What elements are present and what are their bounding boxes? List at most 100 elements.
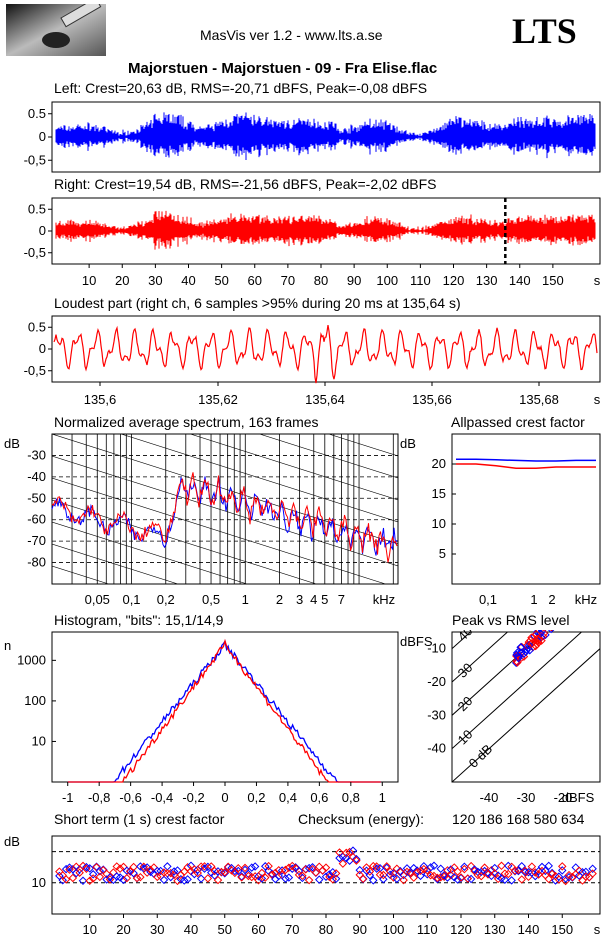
crest-point: [504, 861, 513, 871]
crest-point: [163, 862, 172, 871]
crest-point: [581, 867, 591, 877]
slope-line: [52, 455, 398, 567]
histogram-trace: [67, 639, 381, 783]
crest-point: [207, 868, 216, 877]
crest-point: [112, 862, 121, 871]
y-tick-label: 0: [39, 341, 46, 356]
x-tick-label: 0,1: [479, 592, 497, 607]
crest-point: [112, 872, 121, 881]
scatter-point: [514, 653, 523, 663]
y-tick-label: -70: [27, 533, 46, 548]
crest-point: [325, 870, 334, 879]
x-tick-label: 40: [184, 922, 198, 937]
crest-point: [497, 861, 506, 871]
y-tick-label: 1000: [17, 652, 46, 667]
y-tick-label: 0.5: [28, 106, 46, 121]
y-axis-label: dB: [4, 436, 20, 451]
crest-point: [409, 873, 418, 882]
crest-point: [527, 862, 537, 871]
loudest-label: Loudest part (right ch, 6 samples >95% d…: [54, 295, 461, 311]
crest-point: [257, 868, 267, 878]
crest-point: [301, 865, 310, 874]
crest-point: [115, 873, 125, 882]
x-tick-label: 0,6: [310, 790, 328, 805]
x-tick-label: 7: [338, 592, 345, 607]
scatter-point: [537, 630, 547, 635]
crest-point: [392, 874, 402, 884]
crest-point: [416, 871, 425, 881]
crest-point: [446, 870, 456, 880]
diag-label: 40: [455, 630, 476, 644]
x-tick-label: 50: [214, 273, 228, 288]
x-tick-label: 135,68: [519, 392, 559, 407]
crest-point: [504, 869, 513, 879]
crest-point: [88, 874, 98, 883]
crest-point: [331, 874, 341, 884]
crest-diagonal: [452, 632, 583, 750]
x-tick-label: 0,1: [122, 592, 140, 607]
crest-point: [342, 848, 351, 858]
crest-point: [213, 875, 223, 885]
x-unit-label: s: [594, 392, 601, 407]
checksum-value: 120 186 168 580 634: [452, 811, 585, 827]
y-tick-label: -10: [427, 641, 446, 656]
x-tick-label: -20: [554, 790, 573, 805]
crest-point: [72, 862, 81, 871]
x-tick-label: 0: [221, 790, 228, 805]
crest-point: [348, 846, 358, 855]
crest-point: [132, 873, 142, 883]
crest-point: [396, 867, 405, 877]
x-tick-label: 1: [530, 592, 537, 607]
crest-point: [460, 862, 469, 871]
y-tick-label: 0.5: [28, 201, 46, 216]
crest-point: [345, 847, 354, 857]
histogram-trace: [67, 638, 381, 783]
y-axis-label: dBFS: [400, 634, 433, 649]
crest-point: [338, 852, 348, 862]
plot-frame: [51, 631, 399, 783]
y-tick-label: -30: [27, 447, 46, 462]
x-tick-label: -1: [62, 790, 74, 805]
crest-point: [176, 874, 186, 884]
crest-point: [328, 867, 337, 877]
x-tick-label: 2: [276, 592, 283, 607]
x-tick-label: 60: [248, 273, 262, 288]
slope-line: [327, 434, 398, 457]
x-tick-label: 3: [296, 592, 303, 607]
y-tick-label: -60: [27, 512, 46, 527]
y-tick-label: -0,5: [24, 152, 46, 167]
x-tick-label: -0,4: [151, 790, 173, 805]
crest-point: [146, 867, 155, 877]
y-tick-label: 10: [32, 875, 46, 890]
y-tick-label: 0: [39, 129, 46, 144]
crest-point: [541, 870, 550, 880]
scatter-point: [536, 633, 546, 642]
crest-point: [446, 865, 456, 874]
x-tick-label: 0,2: [157, 592, 175, 607]
crest-point: [267, 869, 277, 879]
crest-point: [183, 863, 192, 872]
crest-point: [180, 876, 189, 885]
y-tick-label: -40: [27, 469, 46, 484]
slope-line: [52, 499, 318, 584]
scatter-point: [531, 630, 541, 639]
crest-point: [250, 862, 260, 871]
crest-point: [318, 866, 327, 875]
crest-point: [338, 859, 348, 868]
crest-point: [433, 874, 442, 884]
crest-point: [416, 866, 425, 875]
x-tick-label: 2: [548, 592, 555, 607]
x-tick-label: -40: [480, 790, 499, 805]
crest-point: [142, 863, 152, 872]
x-unit-label: kHz: [373, 592, 395, 607]
crest-point: [284, 873, 294, 882]
x-tick-label: 10: [82, 273, 96, 288]
x-tick-label: 1: [242, 592, 249, 607]
crest-point: [68, 873, 78, 883]
crest-point: [544, 874, 553, 884]
y-tick-label: 10: [432, 516, 446, 531]
allpass-chart: 20 15 10 5 dB 0,1 1 2 kHz: [400, 433, 601, 607]
crest-point: [244, 871, 253, 881]
crest-point: [129, 862, 138, 872]
crest-point: [291, 863, 300, 873]
